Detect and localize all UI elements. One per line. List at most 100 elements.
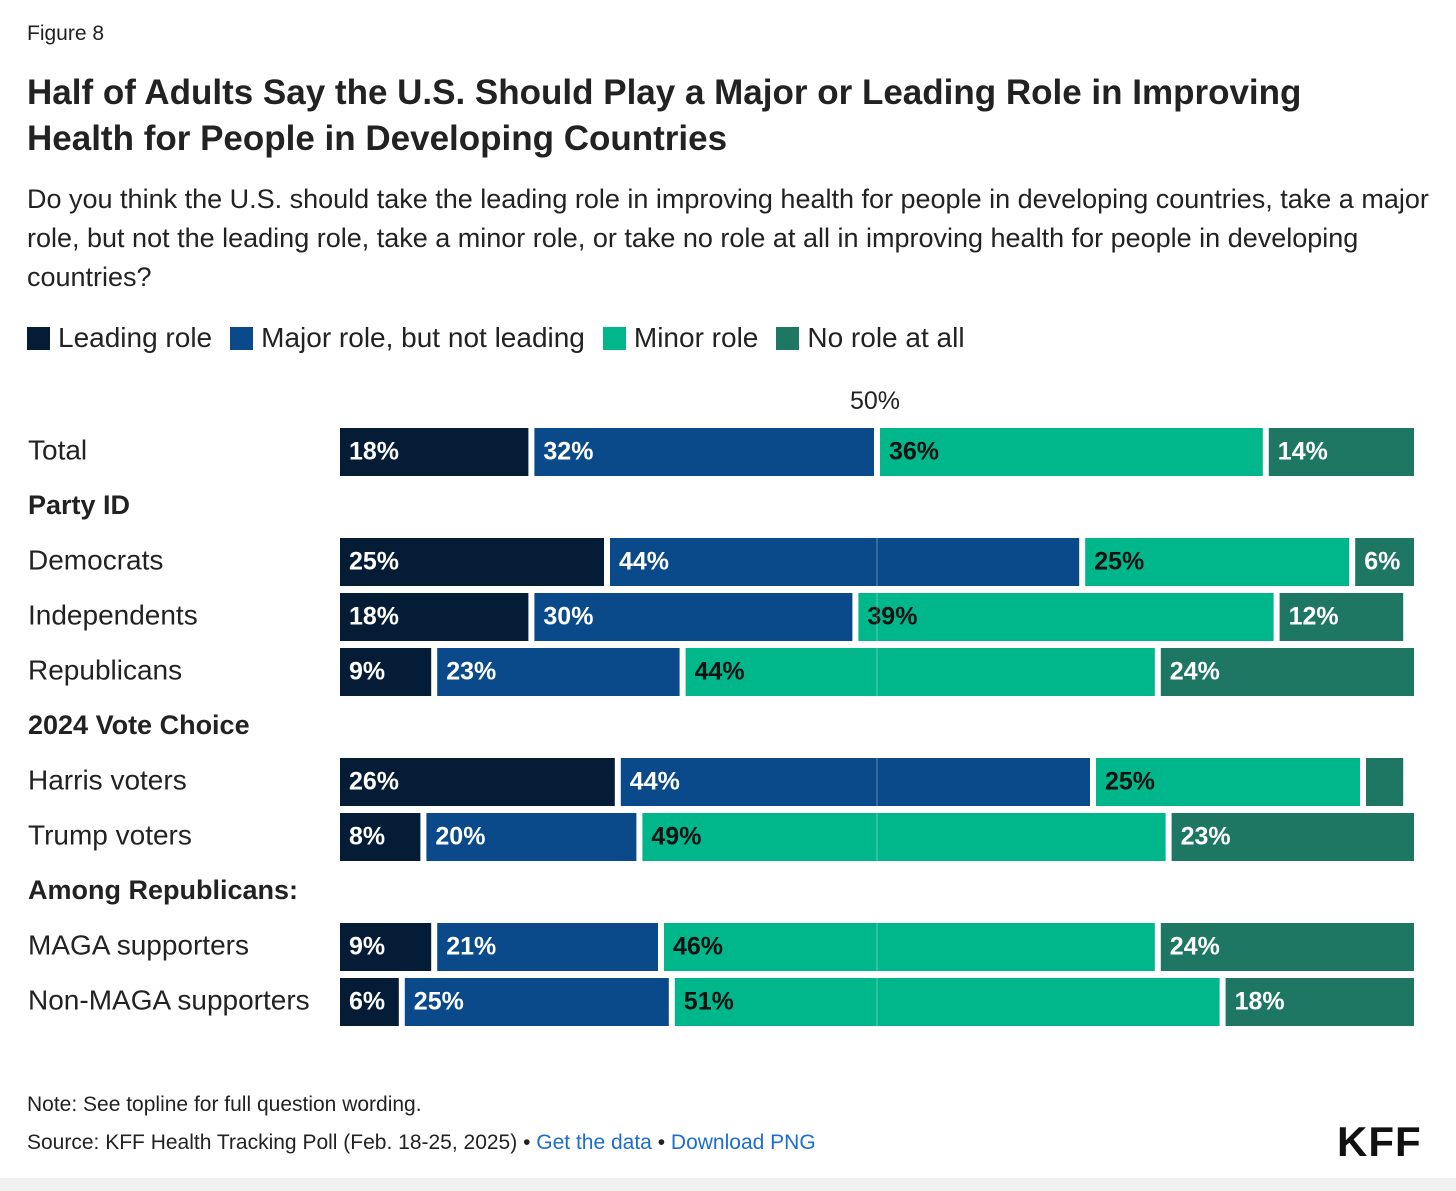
legend-swatch-leading [27,326,50,350]
data-label-maga-supporters-leading-role: 9% [349,933,385,961]
group-heading-party-id: Party ID [28,490,130,520]
data-label-maga-supporters-no-role-at-all: 24% [1170,933,1220,961]
data-label-non-maga-supporters-minor-role: 51% [684,988,734,1016]
data-label-harris-voters-leading-role: 26% [349,768,399,796]
data-label-republicans-minor-role: 44% [695,658,745,686]
bar-total-no-role-at-all [1268,428,1414,476]
data-label-independents-leading-role: 18% [349,603,399,631]
row-label-harris-voters: Harris voters [28,764,187,795]
bar-harris-voters-leading-role [340,758,615,806]
note: Note: See topline for full question word… [27,1093,422,1116]
data-label-trump-voters-minor-role: 49% [651,823,701,851]
legend-label-leading: Leading role [58,322,213,353]
bar-republicans-minor-role [685,648,1155,696]
bar-non-maga-supporters-minor-role [674,978,1220,1026]
row-label-democrats: Democrats [28,544,163,575]
source-separator-1: • [523,1131,531,1154]
bar-republicans-leading-role [340,648,432,696]
bar-non-maga-supporters-leading-role [340,978,399,1026]
legend-label-major: Major role, but not leading [261,322,585,353]
group-heading-among-republicans: Among Republicans: [28,875,298,905]
download-png-link[interactable]: Download PNG [670,1131,816,1154]
data-label-democrats-major-role-but-not-leading: 44% [619,548,669,576]
legend-item-minor: Minor role [602,322,759,354]
group-heading-2024-vote-choice: 2024 Vote Choice [28,710,250,740]
data-label-total-minor-role: 36% [889,438,939,466]
legend-label-minor: Minor role [633,322,759,353]
source-text: Source: KFF Health Tracking Poll (Feb. 1… [27,1131,518,1154]
bar-trump-voters-no-role-at-all [1171,813,1414,861]
row-label-independents: Independents [28,599,198,630]
bar-maga-supporters-leading-role [340,923,432,971]
get-the-data-link[interactable]: Get the data [536,1131,652,1154]
bar-total-minor-role [880,428,1263,476]
data-label-trump-voters-no-role-at-all: 23% [1181,823,1231,851]
figure-label: Figure 8 [27,22,105,45]
bar-maga-supporters-minor-role [664,923,1155,971]
data-label-democrats-minor-role: 25% [1094,548,1144,576]
bar-democrats-minor-role [1085,538,1350,586]
bar-republicans-major-role-but-not-leading [437,648,680,696]
legend-swatch-none [776,326,800,350]
data-label-total-leading-role: 18% [349,438,399,466]
legend-swatch-major [230,326,254,350]
bar-democrats-leading-role [340,538,604,586]
bottom-strip [0,1178,1456,1191]
legend-item-major: Major role, but not leading [230,322,585,354]
bar-total-major-role-but-not-leading [534,428,874,476]
bar-trump-voters-minor-role [642,813,1166,861]
bar-harris-voters-major-role-but-not-leading [620,758,1090,806]
data-label-republicans-leading-role: 9% [349,658,385,686]
data-label-total-no-role-at-all: 14% [1278,438,1328,466]
data-label-republicans-no-role-at-all: 24% [1170,658,1220,686]
data-label-republicans-major-role-but-not-leading: 23% [446,658,496,686]
data-label-harris-voters-minor-role: 25% [1105,768,1155,796]
bar-independents-major-role-but-not-leading [534,593,853,641]
data-label-non-maga-supporters-leading-role: 6% [349,988,385,1016]
data-label-non-maga-supporters-no-role-at-all: 18% [1235,988,1285,1016]
data-label-independents-minor-role: 39% [867,603,917,631]
data-label-democrats-no-role-at-all: 6% [1364,548,1400,576]
legend-swatch-minor [602,326,626,350]
bar-democrats-major-role-but-not-leading [610,538,1080,586]
data-label-trump-voters-leading-role: 8% [349,823,385,851]
chart-title: Half of Adults Say the U.S. Should Play … [27,73,1302,158]
bar-total-leading-role [340,428,529,476]
data-label-democrats-leading-role: 25% [349,548,399,576]
row-label-trump-voters: Trump voters [28,819,192,850]
data-label-total-major-role-but-not-leading: 32% [543,438,593,466]
row-label-republicans: Republicans [28,654,182,685]
source-line: Source: KFF Health Tracking Poll (Feb. 1… [27,1131,816,1155]
data-label-maga-supporters-major-role-but-not-leading: 21% [446,933,496,961]
bar-independents-minor-role [858,593,1274,641]
chart-legend: Leading role Major role, but not leading… [27,318,983,358]
row-label-maga-supporters: MAGA supporters [28,929,249,960]
bar-republicans-no-role-at-all [1160,648,1414,696]
data-label-independents-major-role-but-not-leading: 30% [543,603,593,631]
data-label-trump-voters-major-role-but-not-leading: 20% [435,823,485,851]
data-label-harris-voters-major-role-but-not-leading: 44% [630,768,680,796]
kff-logo: KFF [1337,1118,1422,1165]
row-label-total: Total [28,434,87,465]
chart-subtitle: Do you think the U.S. should take the le… [27,184,1429,292]
source-separator-2: • [657,1131,666,1154]
bar-independents-no-role-at-all [1279,593,1404,641]
bar-harris-voters-minor-role [1096,758,1360,806]
legend-item-leading: Leading role [27,322,212,354]
bar-maga-supporters-no-role-at-all [1160,923,1414,971]
bar-maga-supporters-major-role-but-not-leading [437,923,658,971]
row-label-non-maga-supporters: Non-MAGA supporters [28,984,310,1015]
bar-trump-voters-major-role-but-not-leading [426,813,637,861]
data-label-independents-no-role-at-all: 12% [1289,603,1339,631]
legend-item-none: No role at all [776,322,965,354]
data-label-non-maga-supporters-major-role-but-not-leading: 25% [414,988,464,1016]
bar-independents-leading-role [340,593,529,641]
bar-trump-voters-leading-role [340,813,421,861]
data-label-maga-supporters-minor-role: 46% [673,933,723,961]
stacked-bar-chart: Total 18% 32% 36% 14% Party ID Democrats 25% 44%… [28,428,1414,1026]
bar-non-maga-supporters-major-role-but-not-leading [404,978,669,1026]
bar-harris-voters-no-role-at-all [1366,758,1404,806]
legend-label-none: No role at all [807,322,965,353]
bar-non-maga-supporters-no-role-at-all [1225,978,1414,1026]
bar-democrats-no-role-at-all [1355,538,1414,586]
